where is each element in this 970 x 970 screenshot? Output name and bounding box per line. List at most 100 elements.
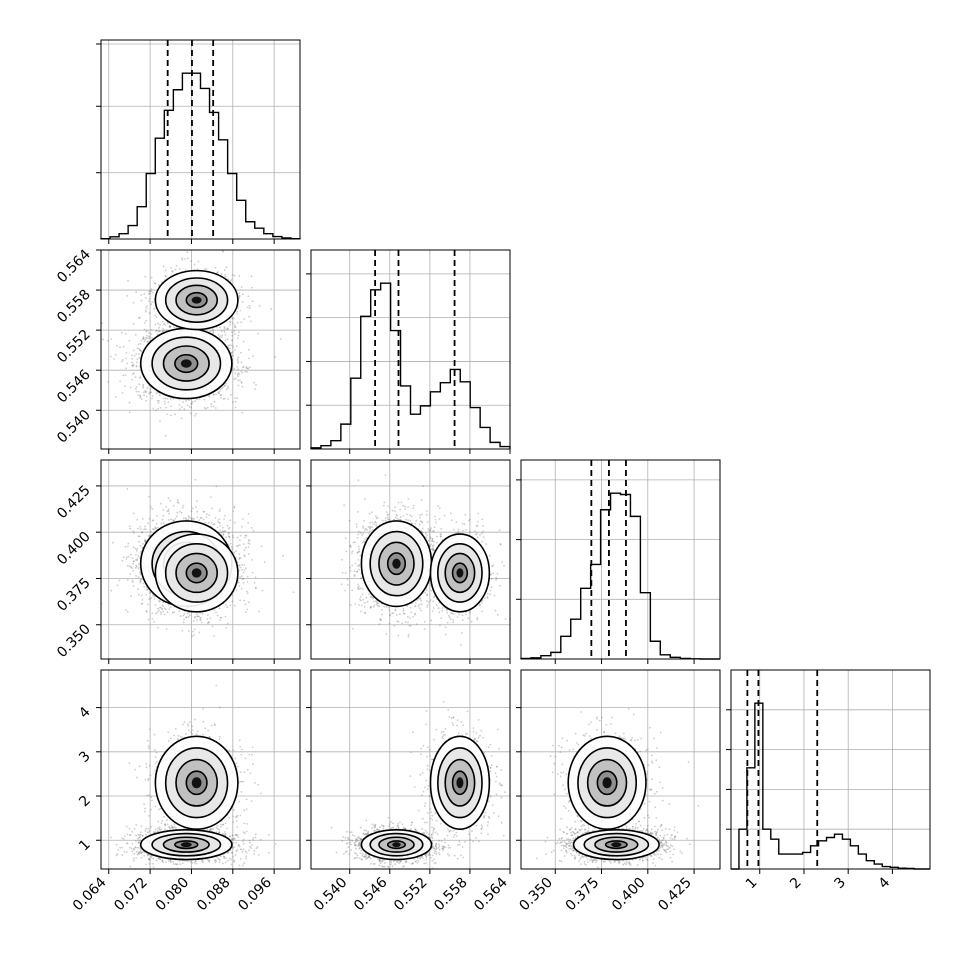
scatter-point [237, 379, 239, 382]
scatter-point [242, 366, 245, 368]
scatter-point [238, 585, 241, 587]
scatter-point [122, 556, 125, 559]
scatter-point [130, 595, 132, 598]
scatter-point [132, 349, 135, 352]
scatter-point [244, 555, 246, 558]
scatter-point [144, 309, 147, 312]
scatter-point [250, 527, 253, 529]
x-tick-label: 4 [876, 874, 894, 892]
scatter-point [166, 611, 169, 614]
scatter-point [240, 382, 243, 384]
scatter-point [219, 394, 222, 396]
x-tick-label: 1 [743, 875, 761, 893]
scatter-point [153, 528, 155, 531]
scatter-point [246, 371, 249, 373]
scatter-point [136, 558, 139, 561]
scatter-point [154, 527, 157, 530]
scatter-point [182, 504, 185, 507]
scatter-point [166, 322, 169, 324]
scatter-point [165, 506, 168, 508]
scatter-point [131, 567, 133, 569]
scatter-point [190, 510, 193, 512]
scatter-point [143, 293, 146, 295]
scatter-point [227, 387, 230, 389]
scatter-point [149, 534, 152, 537]
scatter-point [258, 610, 260, 613]
scatter-point [128, 339, 131, 342]
scatter-point [127, 542, 130, 545]
scatter-point [217, 391, 220, 394]
scatter-point [164, 275, 167, 278]
scatter-point [220, 330, 223, 333]
scatter-point [138, 377, 141, 379]
scatter-point [238, 294, 241, 297]
scatter-point [163, 607, 166, 609]
scatter-point [219, 508, 222, 511]
scatter-point [218, 392, 221, 395]
scatter-point [209, 617, 212, 620]
scatter-point [196, 613, 198, 616]
scatter-point [128, 401, 131, 404]
scatter-point [254, 576, 257, 579]
scatter-point [251, 559, 254, 561]
scatter-point [195, 412, 198, 415]
scatter-point [138, 316, 140, 319]
histogram-p1 [310, 282, 511, 449]
scatter-point [137, 576, 140, 579]
scatter-point [170, 267, 173, 269]
scatter-point [139, 395, 142, 397]
scatter-point [150, 329, 153, 331]
scatter-point [158, 326, 161, 329]
scatter-point [241, 411, 244, 414]
scatter-point [153, 307, 156, 310]
scatter-point [243, 599, 246, 602]
scatter-point [237, 384, 240, 387]
scatter-point [234, 400, 237, 403]
scatter-point [231, 322, 234, 324]
scatter-point [227, 532, 230, 535]
scatter-point [240, 575, 243, 578]
scatter-point [150, 288, 153, 291]
scatter-point [240, 381, 243, 383]
scatter-point [225, 627, 228, 629]
scatter-point [162, 330, 164, 332]
scatter-point [216, 614, 219, 617]
scatter-point [213, 400, 216, 403]
scatter-point [181, 257, 183, 260]
scatter-point [113, 358, 115, 360]
scatter-point [209, 330, 212, 333]
scatter-point [203, 406, 206, 409]
contour-line [185, 291, 208, 309]
scatter-point [139, 342, 142, 345]
scatter-point [129, 527, 132, 530]
scatter-point [169, 397, 172, 400]
scatter-point [213, 635, 215, 637]
scatter-point [136, 565, 138, 568]
scatter-point [168, 512, 171, 515]
scatter-point [239, 379, 241, 382]
scatter-point [136, 347, 139, 350]
scatter-point [132, 364, 135, 367]
scatter-point [180, 511, 183, 514]
scatter-point [247, 553, 250, 555]
scatter-point [151, 507, 154, 510]
scatter-point [142, 386, 145, 389]
scatter-point [145, 307, 148, 309]
scatter-point [235, 550, 237, 553]
scatter-point [142, 383, 145, 386]
scatter-point [187, 518, 190, 521]
scatter-point [140, 398, 143, 400]
scatter-point [251, 286, 253, 289]
scatter-point [186, 251, 189, 254]
scatter-point [225, 604, 227, 606]
scatter-point [219, 525, 222, 527]
scatter-point [132, 322, 135, 325]
scatter-point [148, 535, 150, 538]
scatter-point [164, 402, 166, 405]
scatter-point [156, 611, 159, 613]
y-tick-label: 0.375 [54, 575, 94, 615]
scatter-point [254, 388, 256, 391]
scatter-point [200, 517, 203, 520]
scatter-point [228, 526, 231, 529]
scatter-point [192, 620, 195, 623]
